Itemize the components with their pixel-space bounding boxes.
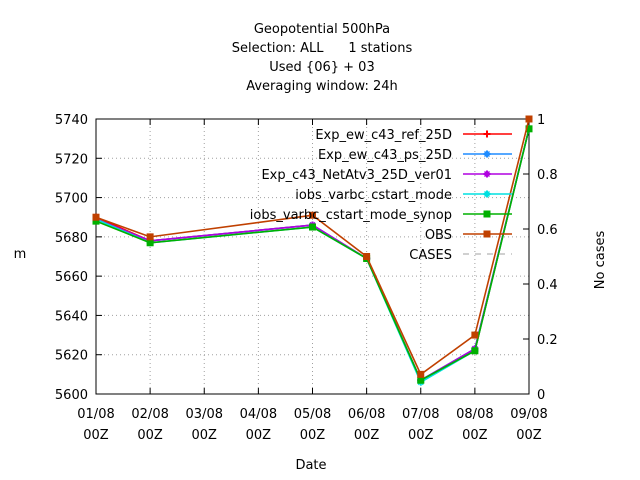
x-tick-label: 04/08 00Z <box>240 407 277 443</box>
legend-label: iobs_varbc_cstart_mode_synop <box>250 208 452 223</box>
y-tick-label: 5700 <box>55 192 88 207</box>
series-Exp_ew_c43_ref_25D <box>92 125 533 384</box>
data-point <box>417 376 425 384</box>
y2-tick-label: 1 <box>537 113 545 128</box>
x-tick-label: 08/08 00Z <box>456 407 493 443</box>
data-point <box>483 230 491 238</box>
title-line: Selection: ALL 1 stations <box>232 41 413 56</box>
data-point <box>146 239 154 247</box>
data-point <box>483 150 491 158</box>
y2-tick-label: 0.4 <box>537 278 558 293</box>
series-Exp_ew_c43_ps_25D <box>92 125 533 384</box>
y-tick-label: 5740 <box>55 113 88 128</box>
x-tick-label-line: 00Z <box>192 428 218 443</box>
series-iobs_varbc_cstart_mode_synop <box>92 125 533 384</box>
x-tick-label: 03/08 00Z <box>186 407 223 443</box>
data-point <box>483 190 491 198</box>
data-point <box>417 370 425 378</box>
grid <box>96 119 529 394</box>
data-point <box>483 210 491 218</box>
title-line: Averaging window: 24h <box>246 79 398 94</box>
x-tick-label: 01/08 00Z <box>77 407 114 443</box>
x-tick-label-line: 01/08 <box>77 407 114 422</box>
x-tick-label-line: 00Z <box>300 428 326 443</box>
x-tick-label-line: 00Z <box>246 428 272 443</box>
x-tick-label-line: 00Z <box>462 428 488 443</box>
y-tick-label: 5640 <box>55 309 88 324</box>
x-tick-label-line: 00Z <box>137 428 163 443</box>
x-tick-label-line: 00Z <box>516 428 542 443</box>
series-Exp_c43_NetAtv3_25D_ver01 <box>92 125 533 384</box>
data-point <box>525 115 533 123</box>
legend-label: CASES <box>409 248 452 263</box>
x-tick-label-line: 07/08 <box>402 407 439 422</box>
x-tick-label-line: 05/08 <box>294 407 331 422</box>
x-tick-label-line: 09/08 <box>510 407 547 422</box>
y2-tick-label: 0 <box>537 388 545 403</box>
series <box>92 115 533 386</box>
legend-label: Exp_c43_NetAtv3_25D_ver01 <box>261 168 452 183</box>
x-tick-label: 09/08 00Z <box>510 407 547 443</box>
series-line <box>95 118 530 376</box>
data-point <box>309 223 316 231</box>
x-tick-label: 06/08 00Z <box>348 407 385 443</box>
title-line: Geopotential 500hPa <box>254 22 390 37</box>
y-tick-label: 5720 <box>55 152 88 167</box>
x-tick-label: 02/08 00Z <box>131 407 168 443</box>
y-axis-label: m <box>14 247 27 262</box>
data-point <box>92 213 100 221</box>
data-point <box>483 170 491 178</box>
legend-label: Exp_ew_c43_ref_25D <box>315 128 452 143</box>
legend-label: iobs_varbc_cstart_mode <box>295 188 452 203</box>
data-point <box>471 347 479 355</box>
x-axis-label: Date <box>295 458 326 473</box>
x-tick-label: 07/08 00Z <box>402 407 439 443</box>
legend: Exp_ew_c43_ref_25D Exp_ew_c43_ps_25D Exp_c… <box>250 128 512 263</box>
x-tick-label-line: 04/08 <box>240 407 277 422</box>
data-point <box>483 130 491 138</box>
chart-title: Geopotential 500hPa Selection: ALL 1 stat… <box>232 22 413 94</box>
x-tick-label-line: 08/08 <box>456 407 493 422</box>
x-tick-label-line: 00Z <box>354 428 380 443</box>
data-point <box>363 253 371 260</box>
x-tick-label-line: 02/08 <box>131 407 168 422</box>
y-tick-label: 5620 <box>55 349 88 364</box>
y-tick-label: 5600 <box>55 388 88 403</box>
x-tick-label-line: 00Z <box>83 428 109 443</box>
plot-frame <box>95 118 530 395</box>
y2-axis-label: No cases <box>593 231 608 290</box>
y2-tick-label: 0.2 <box>537 333 558 348</box>
series-OBS <box>92 115 533 378</box>
data-point <box>146 233 154 241</box>
y2-tick-label: 0.6 <box>537 223 558 238</box>
data-point <box>309 211 316 219</box>
y2-tick-label: 0.8 <box>537 168 558 183</box>
y-tick-label: 5660 <box>55 270 88 285</box>
y-tick-label: 5680 <box>55 231 88 246</box>
x-tick-label-line: 06/08 <box>348 407 385 422</box>
x-tick-label-line: 03/08 <box>186 407 223 422</box>
axes: 5600 5620 5640 5660 5680 5700 5720 5740 0 0.2 0.4 0… <box>55 113 558 443</box>
legend-label: OBS <box>425 228 452 243</box>
title-line: Used {06} + 03 <box>269 60 374 75</box>
x-tick-label: 05/08 00Z <box>294 407 331 443</box>
data-point <box>471 331 479 339</box>
legend-label: Exp_ew_c43_ps_25D <box>318 148 452 163</box>
x-tick-label-line: 00Z <box>408 428 434 443</box>
